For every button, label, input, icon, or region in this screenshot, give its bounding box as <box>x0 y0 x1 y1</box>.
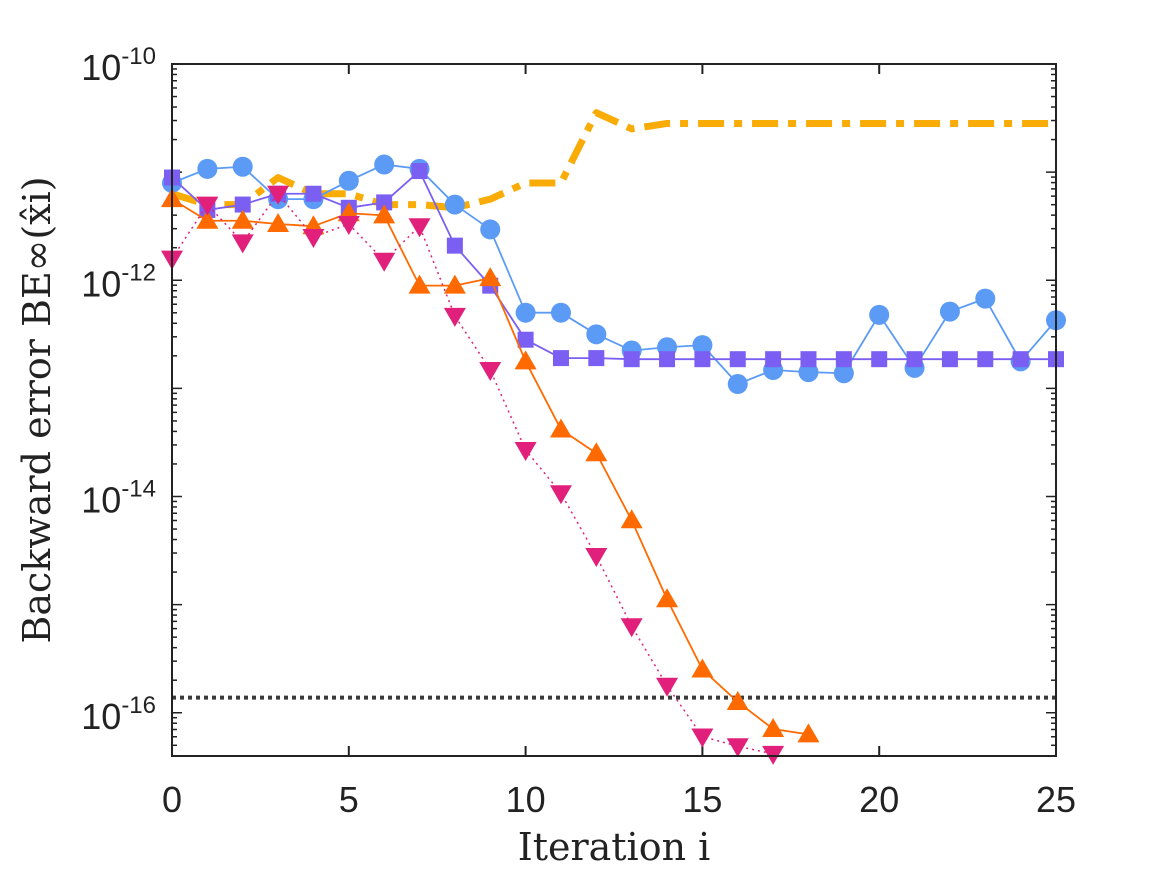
x-tick-label: 25 <box>1036 779 1076 820</box>
data-point <box>305 185 322 202</box>
x-tick-label: 0 <box>162 779 182 820</box>
data-point <box>726 738 749 758</box>
y-axis-title: Backward error BE∞(x̂i) <box>15 176 59 643</box>
data-point <box>797 723 820 743</box>
data-point <box>408 274 431 294</box>
data-point <box>373 204 396 224</box>
data-point <box>727 374 748 395</box>
data-point <box>835 351 852 368</box>
data-point <box>408 218 431 238</box>
data-point <box>411 163 428 180</box>
data-point <box>588 350 605 367</box>
y-tick-label: 10-12 <box>81 259 156 304</box>
y-tick-label: 10-14 <box>81 476 156 521</box>
data-point <box>585 442 608 462</box>
data-point <box>232 156 253 177</box>
data-point <box>514 442 537 462</box>
data-point <box>234 196 251 213</box>
data-point <box>586 324 607 345</box>
data-point <box>549 485 572 505</box>
data-point <box>659 351 676 368</box>
data-point <box>941 351 958 368</box>
series-squares <box>164 163 1064 368</box>
data-point <box>871 351 888 368</box>
series-line <box>170 109 1056 212</box>
data-point <box>446 237 463 254</box>
data-point <box>694 351 711 368</box>
data-point <box>800 351 817 368</box>
data-point <box>196 209 219 229</box>
data-point <box>691 728 714 748</box>
data-point <box>726 690 749 710</box>
data-point <box>765 351 782 368</box>
data-point <box>585 547 608 567</box>
data-point <box>762 717 785 737</box>
data-point <box>975 288 996 309</box>
data-point <box>692 335 713 356</box>
data-point <box>833 363 854 384</box>
y-tick-label: 10-10 <box>81 43 156 88</box>
data-point <box>550 302 571 323</box>
data-point <box>729 351 746 368</box>
data-point <box>267 213 290 233</box>
data-point <box>514 350 537 370</box>
data-point <box>620 618 643 638</box>
data-point <box>197 158 218 179</box>
x-tick-label: 20 <box>859 779 899 820</box>
data-point <box>338 170 359 191</box>
data-point <box>443 274 466 294</box>
y-tick-label: 10-16 <box>81 692 156 737</box>
data-point <box>906 351 923 368</box>
series-line <box>171 193 774 755</box>
x-axis-title: Iteration i <box>518 825 711 869</box>
data-point <box>1012 351 1029 368</box>
data-point <box>869 304 890 325</box>
series-triangles-down <box>161 185 785 765</box>
data-point <box>515 302 536 323</box>
data-point <box>656 677 679 697</box>
data-point <box>302 229 325 248</box>
data-point <box>479 267 502 287</box>
data-point <box>977 351 994 368</box>
series-triangles-up <box>161 188 820 743</box>
data-point <box>623 351 640 368</box>
data-point <box>620 509 643 529</box>
x-tick-label: 10 <box>506 779 546 820</box>
data-point <box>443 307 466 327</box>
data-point <box>337 216 360 236</box>
data-point <box>549 418 572 438</box>
data-point <box>267 185 290 205</box>
plot-frame <box>171 63 1057 757</box>
x-tick-labels: 0 5 10 15 20 25 <box>162 779 1076 820</box>
data-point <box>231 209 254 229</box>
data-point <box>656 588 679 608</box>
data-point <box>376 194 393 211</box>
data-point <box>374 154 395 175</box>
data-point <box>517 331 534 348</box>
data-point <box>552 350 569 367</box>
data-point <box>479 361 502 381</box>
data-point <box>444 194 465 215</box>
data-point <box>939 301 960 322</box>
data-point <box>480 219 501 240</box>
y-tick-labels: 10-10 10-12 10-14 10-16 <box>81 43 156 737</box>
x-tick-label: 15 <box>682 779 722 820</box>
data-point <box>691 658 714 678</box>
data-point <box>373 252 396 272</box>
data-point <box>196 196 219 216</box>
data-point <box>231 234 254 254</box>
x-tick-label: 5 <box>339 779 359 820</box>
series-dashed-yellow <box>170 109 1056 212</box>
